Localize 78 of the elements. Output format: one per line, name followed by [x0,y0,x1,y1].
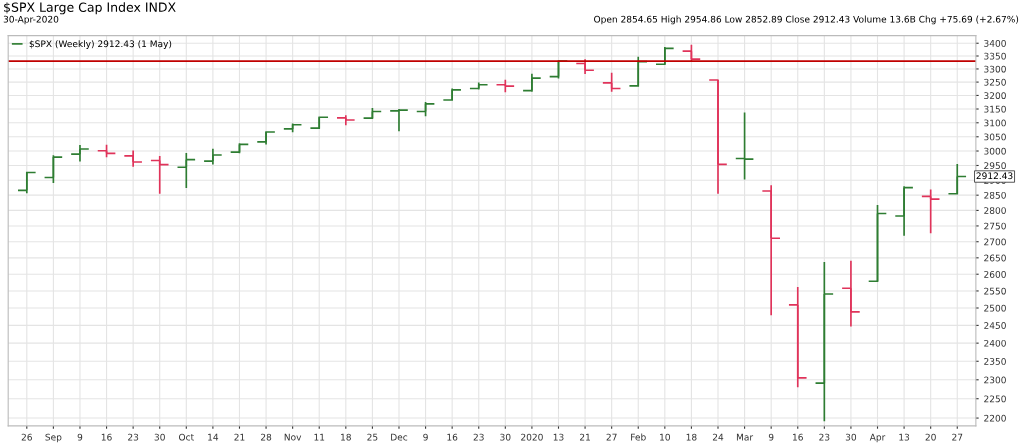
x-tick-label: 11 [314,433,325,441]
y-tick-label: 2850 [984,191,1006,199]
y-tick-label: 2600 [984,270,1006,278]
x-tick-label: Feb [631,433,646,441]
y-tick-label: 2800 [984,207,1006,214]
x-tick-label: 30 [154,433,165,441]
y-tick-label: 2950 [984,162,1006,170]
text: Open 2854.65 High 2954.86 Low 2852.89 Close 2912.43 Volume 13.6B Chg +75.69 (+2.67%) [594,15,1019,25]
x-tick-label: Nov [284,433,302,441]
x-tick-label: 30 [500,433,511,441]
x-tick-label: 16 [101,433,112,441]
y-tick-label: 2450 [984,322,1006,329]
x-tick-label: Sep [45,433,62,443]
y-tick-label: 3150 [984,105,1006,113]
x-tick-label: 13 [899,433,910,441]
x-tick-label: Dec [391,433,408,441]
x-tick-label: 14 [208,433,219,441]
candlestick [576,58,594,75]
x-tick-label: 23 [819,433,830,441]
x-tick-label: 27 [952,433,963,441]
x-tick-label: 2020 [521,433,543,441]
candlestick [602,72,621,93]
y-tick-label: 3350 [984,52,1006,60]
x-tick-label: 10 [660,433,670,441]
x-tick-label: 16 [447,433,458,441]
x-tick-label: 26 [21,433,32,441]
y-tick-label: 3300 [984,65,1006,73]
x-tick-label: 16 [793,433,803,441]
x-tick-label: 18 [686,433,697,441]
candlestick [921,188,940,234]
x-tick-label: 9 [423,433,428,441]
x-tick-label: Apr [869,433,886,443]
x-tick-label: 20 [925,433,936,441]
candlestick [788,286,807,389]
y-tick-label: 3200 [984,92,1006,99]
candlestick [735,111,754,181]
x-tick-label: 27 [606,433,617,441]
x-tick-label: 13 [553,433,564,441]
x-tick-label: 23 [473,433,484,441]
y-tick-label: 2500 [984,304,1006,312]
x-tick-label: 9 [768,433,774,441]
candlestick [71,144,89,163]
x-tick-label: 23 [128,433,139,441]
candlestick [496,78,515,94]
y-tick-label: 2250 [984,395,1006,403]
x-tick-label: 9 [77,433,83,441]
chart-title: $SPX Large Cap Index INDX [4,2,176,15]
candlestick [124,149,142,168]
y-tick-label: 3000 [984,147,1006,155]
candlestick [842,259,860,328]
y-tick-label: 3100 [984,119,1006,127]
x-tick-label: 25 [367,433,378,441]
y-tick-label: 2200 [984,414,1006,422]
candlestick [97,143,116,159]
y-tick-label: 3250 [984,78,1006,86]
y-tick-label: 2400 [984,339,1006,347]
y-tick-label: 2650 [984,254,1006,262]
x-tick-label: 28 [260,433,272,441]
text: 2912.43 [976,172,1013,180]
x-tick-label: Oct [179,433,194,441]
x-tick-label: 30 [845,433,857,441]
y-tick-label: 2550 [984,287,1006,295]
y-tick-label: 3050 [984,133,1006,141]
y-tick-label: 2750 [984,222,1006,230]
x-tick-label: 18 [341,433,351,441]
x-tick-label: 21 [580,433,590,441]
y-tick-label: 3400 [984,39,1006,47]
y-tick-label: 2350 [984,358,1006,365]
chart-subtitle: 30-Apr-2020 [3,15,59,25]
y-tick-label: 2300 [984,376,1006,384]
x-tick-label: 21 [234,433,245,441]
legend-label: $SPX (Weekly) 2912.43 (1 May) [29,40,172,49]
candlestick [204,147,222,166]
y-tick-label: 2700 [984,238,1006,246]
x-tick-label: 24 [712,433,724,441]
candlestick [177,152,196,189]
x-tick-label: Mar [736,433,754,441]
candlestick [150,155,169,195]
